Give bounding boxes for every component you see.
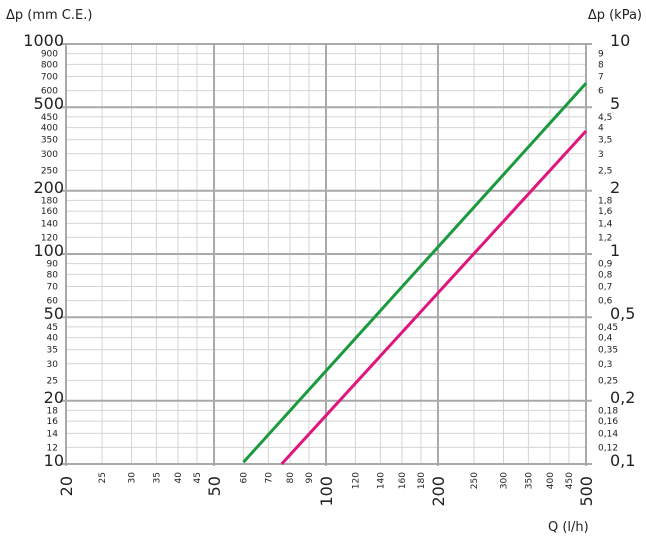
- x-tick-label: 25: [98, 472, 108, 483]
- x-tick-label: 250: [470, 472, 480, 489]
- y-left-tick-label: 16: [47, 417, 59, 427]
- y-left-tick-label: 200: [33, 178, 64, 197]
- y-left-tick-label: 60: [47, 297, 59, 307]
- y-right-tick-label: 7: [598, 73, 604, 83]
- y-right-tick-label: 0,14: [598, 429, 618, 439]
- y-right-tick-label: 0,9: [598, 260, 613, 270]
- y-left-tick-label: 600: [41, 87, 58, 97]
- y-right-tick-label: 1,4: [598, 219, 613, 229]
- x-tick-label: 20: [57, 476, 76, 496]
- y-right-tick-label: 8: [598, 60, 604, 70]
- x-tick-label: 70: [264, 472, 274, 484]
- series-line-1: [242, 82, 588, 464]
- y-left-tick-label: 80: [47, 270, 59, 280]
- y-left-tick-label: 800: [41, 60, 58, 70]
- y-left-tick-label: 180: [41, 196, 58, 206]
- y-left-tick-label: 500: [33, 94, 64, 113]
- y-left-tick-label: 120: [41, 233, 58, 243]
- x-tick-label: 35: [152, 472, 162, 483]
- y-right-tick-label: 0,8: [598, 270, 613, 280]
- y-left-tick-label: 400: [41, 124, 58, 134]
- y-right-tick-label: 2: [610, 178, 620, 197]
- y-right-tick-label: 3: [598, 150, 604, 160]
- y-left-tick-label: 140: [41, 219, 58, 229]
- y-right-tick-label: 0,7: [598, 283, 612, 293]
- y-left-tick-label: 300: [41, 150, 58, 160]
- x-tick-label: 60: [239, 472, 249, 484]
- y-right-tick-label: 0,1: [610, 451, 635, 470]
- y-right-tick-label: 4,5: [598, 113, 612, 123]
- y-left-tick-label: 1000: [23, 31, 64, 50]
- x-tick-label: 80: [286, 472, 296, 484]
- x-tick-label: 350: [524, 472, 534, 489]
- y-right-tick-label: 0,4: [598, 334, 613, 344]
- right-axis-title: Δp (kPa): [587, 8, 642, 23]
- x-tick-label: 180: [417, 472, 427, 489]
- y-left-tick-label: 40: [47, 334, 59, 344]
- series-line-2: [280, 130, 588, 466]
- x-tick-label: 140: [376, 472, 386, 489]
- y-right-tick-label: 0,35: [598, 346, 618, 356]
- y-right-tick-label: 0,5: [610, 304, 635, 323]
- y-right-tick-label: 9: [598, 50, 604, 60]
- x-tick-label: 90: [305, 472, 315, 484]
- left-axis-title: Δp (mm C.E.): [6, 8, 93, 23]
- y-right-tick-label: 3,5: [598, 136, 612, 146]
- y-right-tick-label: 0,6: [598, 297, 613, 307]
- y-left-tick-label: 100: [33, 241, 64, 260]
- y-left-tick-label: 900: [41, 50, 58, 60]
- y-left-tick-label: 160: [41, 207, 58, 217]
- y-left-tick-label: 20: [44, 388, 64, 407]
- x-tick-label: 100: [317, 476, 336, 507]
- y-left-tick-label: 12: [47, 443, 58, 453]
- x-tick-label: 160: [398, 472, 408, 489]
- y-right-tick-label: 10: [610, 31, 630, 50]
- y-right-tick-label: 1,8: [598, 196, 613, 206]
- y-left-tick-label: 35: [47, 346, 58, 356]
- y-right-tick-label: 4: [598, 124, 604, 134]
- y-left-tick-label: 450: [41, 113, 58, 123]
- y-right-tick-label: 6: [598, 87, 604, 97]
- x-axis-title: Q (l/h): [548, 520, 589, 535]
- y-left-tick-label: 350: [41, 136, 58, 146]
- y-right-tick-label: 0,12: [598, 443, 618, 453]
- x-tick-label: 40: [174, 472, 184, 484]
- y-right-tick-label: 0,25: [598, 376, 618, 386]
- x-tick-label: 400: [546, 472, 556, 489]
- y-right-tick-label: 0,18: [598, 406, 618, 416]
- y-right-tick-label: 1,2: [598, 233, 612, 243]
- y-right-tick-label: 0,2: [610, 388, 635, 407]
- y-left-tick-label: 90: [47, 260, 59, 270]
- x-tick-label: 50: [205, 476, 224, 496]
- x-tick-label: 300: [499, 472, 509, 489]
- y-right-tick-label: 0,45: [598, 323, 618, 333]
- y-right-tick-label: 1,6: [598, 207, 613, 217]
- y-left-tick-label: 18: [47, 406, 59, 416]
- y-left-tick-label: 50: [44, 304, 64, 323]
- y-left-tick-label: 700: [41, 73, 58, 83]
- y-right-tick-label: 2,5: [598, 166, 612, 176]
- y-left-tick-label: 70: [47, 283, 59, 293]
- y-left-tick-label: 250: [41, 166, 58, 176]
- y-left-tick-label: 10: [44, 451, 64, 470]
- y-left-tick-label: 30: [47, 360, 59, 370]
- x-tick-label: 450: [565, 472, 575, 489]
- y-right-tick-label: 1: [610, 241, 620, 260]
- x-tick-label: 500: [577, 476, 596, 507]
- x-tick-label: 45: [193, 472, 203, 483]
- y-right-tick-label: 5: [610, 94, 620, 113]
- y-left-tick-label: 14: [47, 429, 59, 439]
- y-right-tick-label: 0,16: [598, 417, 618, 427]
- x-tick-label: 30: [128, 472, 138, 484]
- y-left-tick-label: 25: [47, 376, 58, 386]
- x-tick-label: 120: [351, 472, 361, 489]
- y-right-tick-label: 0,3: [598, 360, 612, 370]
- y-left-tick-label: 45: [47, 323, 58, 333]
- x-tick-label: 200: [429, 476, 448, 507]
